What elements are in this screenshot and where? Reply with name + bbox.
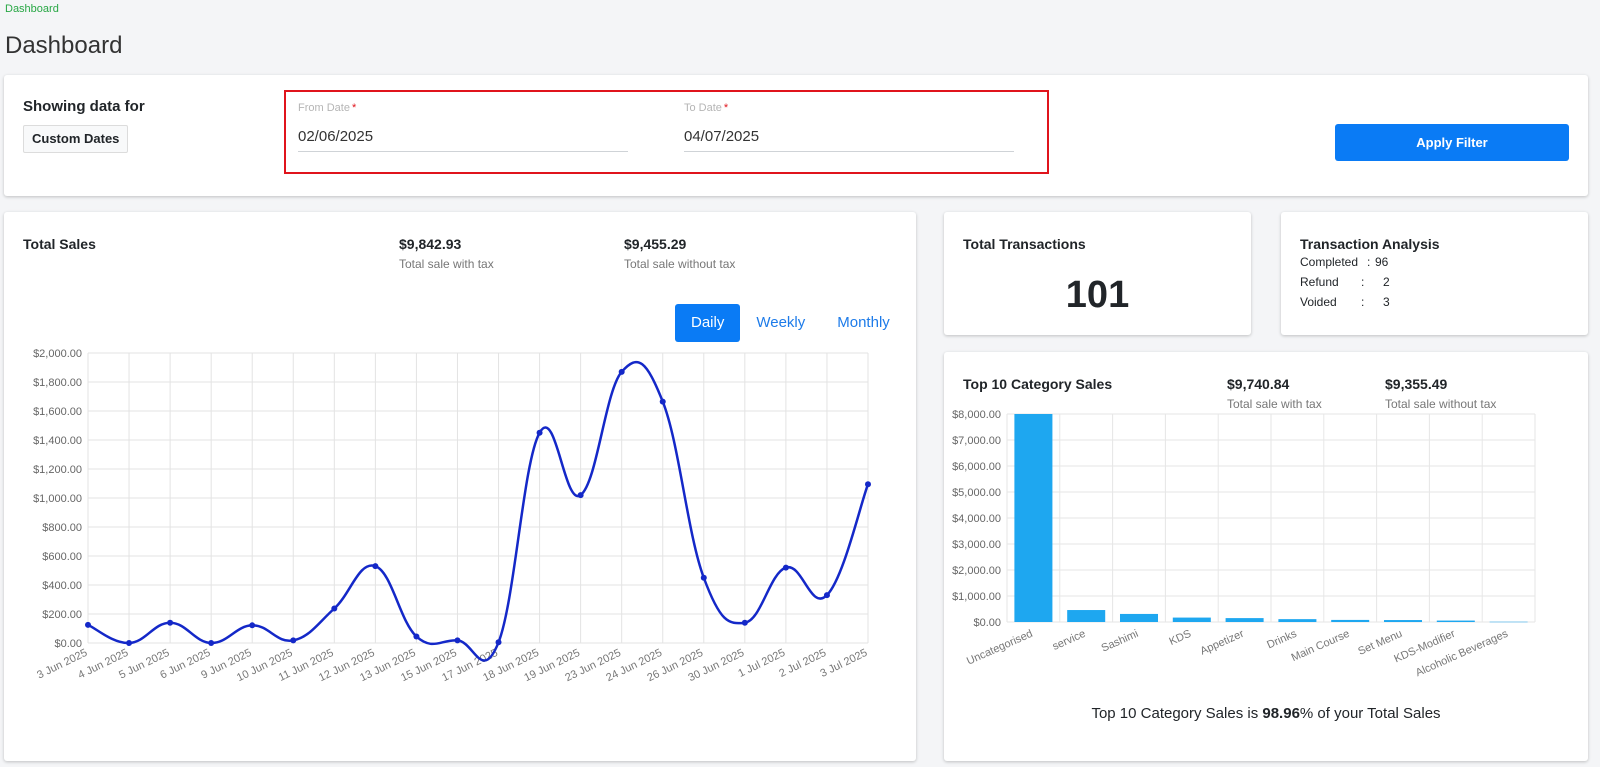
sales-data-point	[618, 368, 625, 375]
y-tick-label: $1,200.00	[33, 464, 82, 476]
category-bar	[1119, 613, 1159, 622]
sales-data-point	[577, 492, 584, 499]
sales-line-chart: $0.00 $200.00 $400.00 $600.00 $800.00 $1,000.…	[33, 348, 871, 684]
sales-with-tax-value: $9,842.93	[399, 236, 462, 252]
sales-data-point	[454, 637, 461, 644]
y-tick-label: $3,000.00	[952, 539, 1001, 551]
to-date-label: To Date *	[684, 102, 729, 114]
x-tick-label: 3 Jul 2025	[818, 647, 869, 680]
page-title: Dashboard	[5, 32, 123, 59]
transaction-analysis-card: Transaction Analysis Completed:96 Refund…	[1281, 212, 1588, 335]
sales-data-point	[700, 574, 707, 581]
y-tick-label: $1,600.00	[33, 406, 82, 418]
sales-data-point	[249, 622, 256, 629]
sales-data-point	[167, 619, 174, 626]
y-tick-label: $2,000.00	[952, 565, 1001, 577]
y-tick-label: $1,400.00	[33, 435, 82, 447]
sales-without-tax-value: $9,455.29	[624, 236, 687, 252]
y-tick-label: $0.00	[54, 638, 82, 650]
y-tick-label: $400.00	[42, 580, 82, 592]
y-tick-label: $1,800.00	[33, 377, 82, 389]
from-date-label: From Date *	[298, 102, 357, 114]
from-date-input[interactable]: 02/06/2025	[298, 128, 628, 152]
category-with-tax-label: Total sale with tax	[1227, 397, 1322, 411]
from-date-field[interactable]: From Date * 02/06/2025	[298, 102, 628, 152]
period-tabs: Daily Weekly Monthly	[675, 304, 906, 342]
category-bar	[1014, 414, 1053, 622]
category-without-tax-value: $9,355.49	[1385, 376, 1448, 392]
x-tick-label: Alcoholic Beverages	[1414, 628, 1510, 680]
x-tick-label: Appetizer	[1198, 628, 1246, 658]
category-bar	[1489, 621, 1528, 623]
sales-data-point	[331, 605, 338, 612]
category-sales-title: Top 10 Category Sales	[963, 376, 1113, 392]
breadcrumb[interactable]: Dashboard	[5, 3, 59, 15]
total-sales-card: Total Sales $9,842.93 Total sale with ta…	[4, 212, 916, 761]
sales-data-point	[372, 563, 379, 570]
to-date-field[interactable]: To Date * 04/07/2025	[684, 102, 1014, 152]
sales-data-point	[413, 633, 420, 640]
x-tick-label: KDS	[1167, 628, 1193, 648]
category-bar-chart: $0.00 $1,000.00 $2,000.00 $3,000.00 $4,000.0…	[952, 409, 1536, 680]
category-bar	[1067, 610, 1106, 622]
category-bar	[1278, 619, 1317, 622]
y-tick-label: $200.00	[42, 609, 82, 621]
y-tick-label: $1,000.00	[33, 493, 82, 505]
showing-data-label: Showing data for	[23, 98, 145, 115]
sales-data-point	[290, 637, 297, 644]
sales-series-line	[87, 360, 870, 662]
sales-data-point	[741, 619, 748, 626]
category-bar	[1225, 618, 1264, 622]
filter-card: Showing data for Custom Dates From Date *…	[4, 75, 1588, 196]
sales-data-point	[126, 640, 133, 646]
y-tick-label: $7,000.00	[952, 435, 1001, 447]
y-tick-label: $800.00	[42, 522, 82, 534]
category-without-tax-label: Total sale without tax	[1385, 397, 1497, 411]
sales-data-point	[823, 592, 830, 599]
transactions-title: Total Transactions	[963, 236, 1086, 252]
sales-without-tax-label: Total sale without tax	[624, 257, 736, 271]
y-tick-label: $5,000.00	[952, 487, 1001, 499]
x-tick-label: Sashimi	[1100, 628, 1141, 655]
x-tick-label: service	[1051, 628, 1088, 653]
x-tick-label: Drinks	[1265, 628, 1299, 652]
tab-monthly[interactable]: Monthly	[837, 314, 890, 331]
sales-data-point	[659, 398, 666, 405]
date-range-highlight: From Date * 02/06/2025 To Date * 04/07/202…	[284, 90, 1049, 174]
sales-data-point	[865, 481, 871, 488]
y-tick-label: $6,000.00	[952, 461, 1001, 473]
category-bar	[1172, 617, 1211, 622]
custom-dates-button[interactable]: Custom Dates	[23, 125, 129, 153]
sales-data-point	[208, 640, 215, 646]
total-sales-title: Total Sales	[23, 236, 96, 252]
apply-filter-button[interactable]: Apply Filter	[1335, 124, 1569, 161]
sales-data-point	[782, 564, 789, 571]
total-transactions-card: Total Transactions 101	[944, 212, 1251, 335]
y-tick-label: $0.00	[973, 617, 1001, 629]
sales-with-tax-label: Total sale with tax	[399, 257, 494, 271]
tab-weekly[interactable]: Weekly	[756, 314, 806, 331]
category-sales-card: Top 10 Category Sales $9,740.84 Total sa…	[944, 352, 1588, 761]
analysis-title: Transaction Analysis	[1300, 236, 1440, 252]
y-tick-label: $8,000.00	[952, 409, 1001, 421]
to-date-input[interactable]: 04/07/2025	[684, 128, 1014, 152]
y-tick-label: $4,000.00	[952, 513, 1001, 525]
x-tick-label: Main Course	[1290, 628, 1352, 664]
y-tick-label: $2,000.00	[33, 348, 82, 360]
transactions-count: 101	[1065, 274, 1130, 316]
y-tick-label: $600.00	[42, 551, 82, 563]
sales-data-point	[536, 429, 543, 436]
sales-data-point	[85, 621, 91, 628]
sales-data-point	[495, 639, 502, 646]
category-bar	[1331, 619, 1370, 622]
x-tick-label: Uncategorised	[965, 628, 1035, 668]
category-bar	[1436, 620, 1475, 622]
category-footnote: Top 10 Category Sales is 98.96% of your …	[1091, 705, 1441, 722]
tab-daily[interactable]: Daily	[675, 304, 741, 342]
y-tick-label: $1,000.00	[952, 591, 1001, 603]
category-bar	[1383, 620, 1423, 622]
category-with-tax-value: $9,740.84	[1227, 376, 1290, 392]
